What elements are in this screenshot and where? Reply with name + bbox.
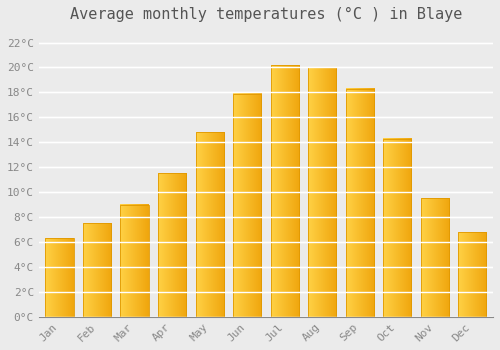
Bar xyxy=(196,132,224,317)
Bar xyxy=(383,139,412,317)
Bar xyxy=(346,89,374,317)
Bar xyxy=(233,94,261,317)
Bar xyxy=(158,174,186,317)
Bar xyxy=(120,205,148,317)
Title: Average monthly temperatures (°C ) in Blaye: Average monthly temperatures (°C ) in Bl… xyxy=(70,7,462,22)
Bar xyxy=(83,223,111,317)
Bar xyxy=(458,232,486,317)
Bar xyxy=(270,65,299,317)
Bar xyxy=(308,68,336,317)
Bar xyxy=(46,238,74,317)
Bar xyxy=(421,198,449,317)
